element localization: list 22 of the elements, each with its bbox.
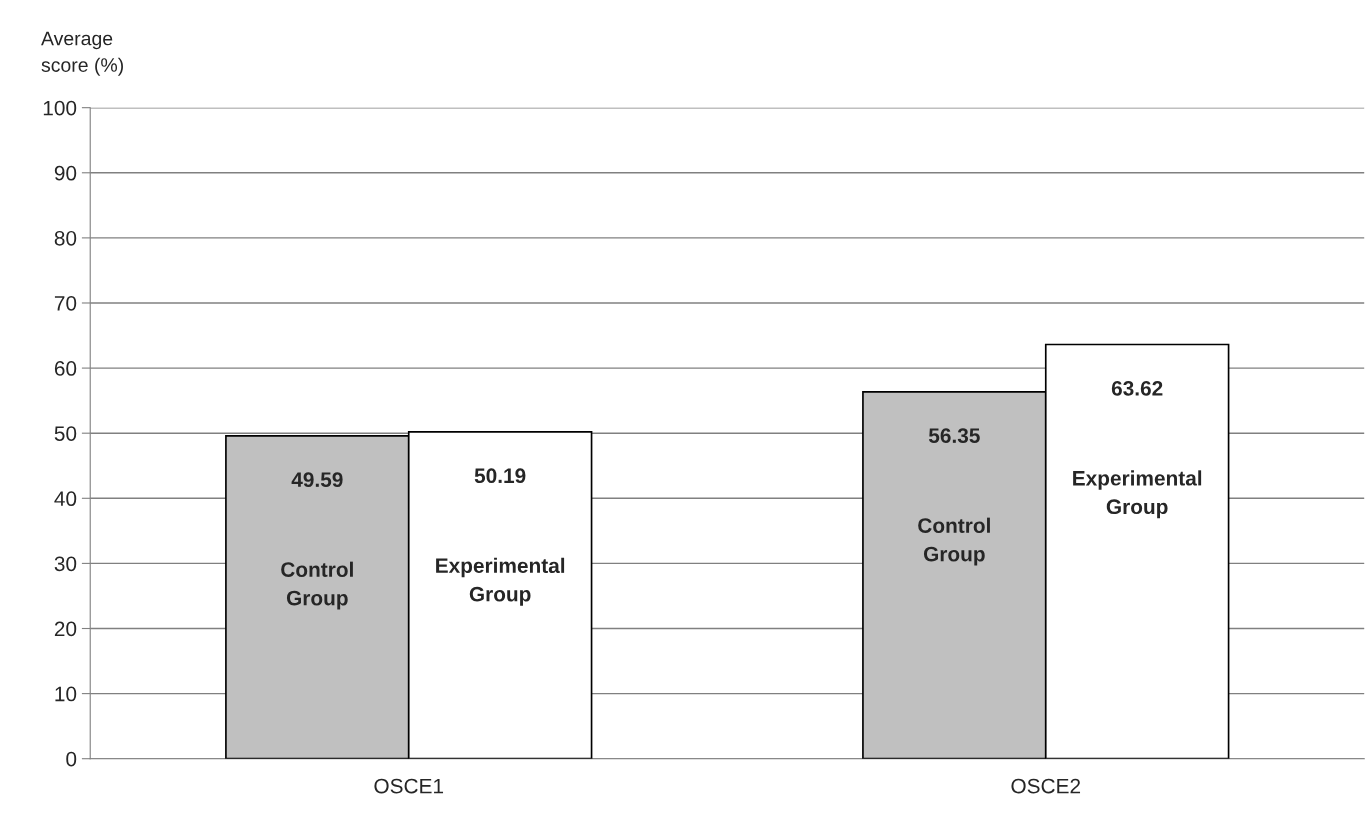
- y-axis-title: Average score (%): [41, 31, 123, 76]
- y-tick-label: 0: [66, 751, 77, 767]
- data-label: 56.35: [928, 428, 980, 444]
- y-tick-label: 60: [54, 361, 77, 376]
- x-tick-label: OSCE2: [1011, 778, 1081, 794]
- data-label: 63.62: [1111, 380, 1163, 396]
- x-tick-label: OSCE1: [374, 778, 444, 794]
- data-label: 49.59: [291, 472, 343, 488]
- y-tick-label: 100: [43, 100, 77, 116]
- text: Control Group: [918, 517, 990, 566]
- y-tick-label: 10: [55, 686, 77, 702]
- series-label: Control Group: [281, 561, 353, 610]
- y-tick-label: 50: [54, 426, 77, 441]
- data-label: 50.19: [474, 468, 526, 484]
- y-tick-label: 20: [54, 621, 77, 637]
- y-tick-label: 70: [54, 295, 77, 311]
- series-label: Experimental Group: [436, 557, 565, 606]
- y-tick-label: 30: [54, 556, 77, 572]
- y-tick-label: 90: [54, 165, 77, 181]
- y-tick-label: 80: [54, 230, 77, 246]
- text: Experimental Group: [1073, 470, 1202, 519]
- y-tick-label: 40: [54, 491, 77, 507]
